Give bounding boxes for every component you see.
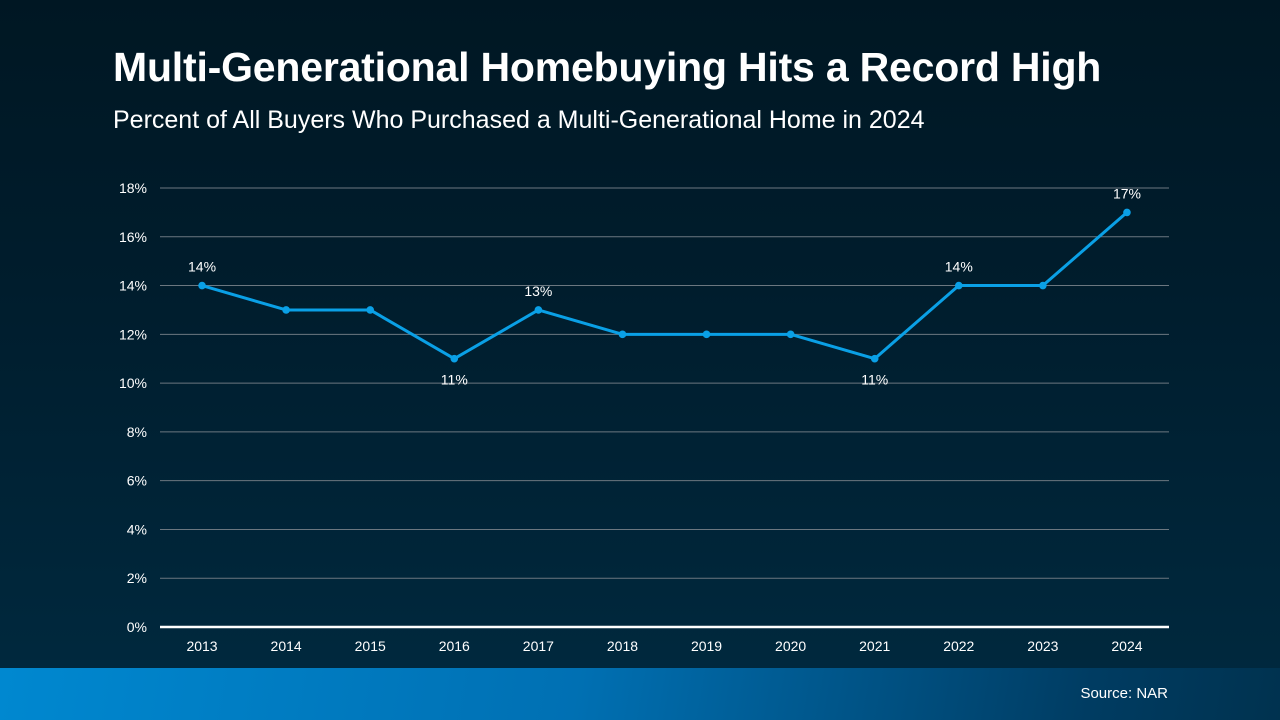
- x-tick-label: 2015: [355, 638, 386, 654]
- data-label: 14%: [188, 259, 216, 275]
- y-tick-label: 14%: [119, 278, 147, 294]
- data-label: 11%: [861, 372, 888, 388]
- y-tick-label: 4%: [127, 521, 147, 537]
- data-point: [786, 330, 795, 339]
- y-tick-label: 0%: [127, 619, 147, 635]
- footer-bar: Source: NAR: [0, 668, 1280, 720]
- y-tick-label: 2%: [127, 570, 147, 586]
- x-tick-label: 2022: [943, 638, 974, 654]
- x-tick-label: 2016: [439, 638, 470, 654]
- data-point: [702, 330, 711, 339]
- y-tick-label: 16%: [119, 229, 147, 245]
- source-note: Source: NAR: [1080, 685, 1168, 702]
- y-tick-label: 6%: [127, 473, 147, 489]
- data-point: [198, 281, 206, 290]
- series-line: [201, 211, 1128, 361]
- data-point: [1039, 281, 1047, 290]
- data-point: [450, 354, 459, 363]
- data-point: [954, 281, 963, 290]
- data-point: [618, 330, 627, 339]
- chart-title: Multi-Generational Homebuying Hits a Rec…: [113, 44, 1102, 90]
- x-tick-label: 2013: [186, 638, 217, 654]
- line-chart: 0% 2% 4% 6% 8% 10% 12% 14% 16% 18% 2013 2014 2015 201…: [119, 180, 1169, 654]
- data-point: [282, 306, 290, 314]
- x-tick-label: 2019: [691, 638, 722, 654]
- data-label: 17%: [1113, 185, 1141, 201]
- data-point: [534, 306, 543, 314]
- data-point: [1123, 208, 1131, 217]
- y-tick-label: 8%: [127, 424, 147, 440]
- data-point: [366, 306, 375, 314]
- x-tick-label: 2017: [523, 638, 554, 654]
- data-label: 13%: [524, 283, 552, 299]
- y-tick-label: 10%: [119, 375, 147, 391]
- chart-subtitle: Percent of All Buyers Who Purchased a Mu…: [113, 106, 925, 134]
- y-tick-label: 18%: [119, 180, 147, 196]
- x-tick-label: 2018: [607, 638, 638, 654]
- x-tick-label: 2014: [271, 638, 302, 654]
- y-tick-label: 12%: [119, 326, 147, 342]
- x-tick-label: 2024: [1111, 638, 1142, 654]
- data-label: 14%: [945, 259, 973, 275]
- x-tick-label: 2020: [775, 638, 806, 654]
- data-label: 11%: [441, 372, 468, 388]
- data-point: [870, 354, 879, 363]
- x-tick-label: 2023: [1027, 638, 1058, 654]
- x-tick-label: 2021: [859, 638, 890, 654]
